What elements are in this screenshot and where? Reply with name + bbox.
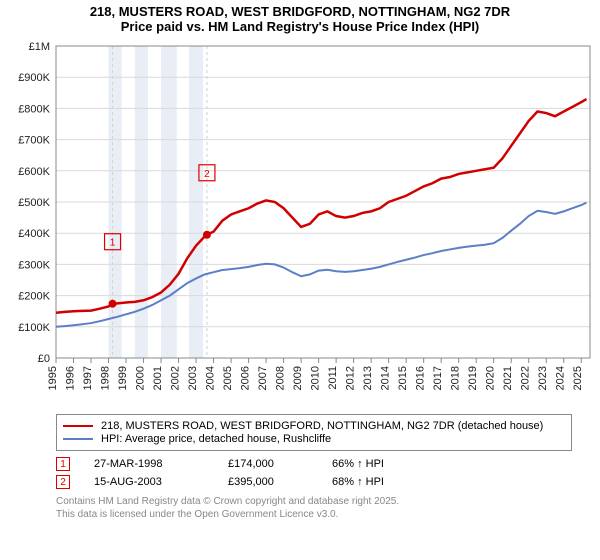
svg-text:2001: 2001 xyxy=(152,366,164,390)
svg-text:£600K: £600K xyxy=(18,166,50,178)
svg-text:2010: 2010 xyxy=(310,366,322,390)
svg-text:£900K: £900K xyxy=(18,72,50,84)
sale-price: £395,000 xyxy=(228,476,308,488)
sales-table: 1 27-MAR-1998 £174,000 66% ↑ HPI 2 15-AUG-200… xyxy=(56,455,572,491)
svg-text:£500K: £500K xyxy=(18,197,50,209)
footer-line1: Contains HM Land Registry data © Crown c… xyxy=(56,495,572,508)
svg-text:2012: 2012 xyxy=(345,366,357,390)
svg-text:1997: 1997 xyxy=(82,366,94,390)
sale-hpi: 68% ↑ HPI xyxy=(332,476,432,488)
sale-marker: 1 xyxy=(56,457,70,471)
svg-text:2013: 2013 xyxy=(362,366,374,390)
svg-text:£100K: £100K xyxy=(18,322,50,334)
svg-text:£0: £0 xyxy=(38,353,50,365)
svg-text:2023: 2023 xyxy=(537,366,549,390)
footer-line2: This data is licensed under the Open Gov… xyxy=(56,508,572,521)
legend-label: HPI: Average price, detached house, Rush… xyxy=(101,433,331,445)
svg-text:£1M: £1M xyxy=(29,41,50,53)
svg-text:1998: 1998 xyxy=(100,366,112,390)
svg-text:2014: 2014 xyxy=(380,366,392,390)
svg-text:2024: 2024 xyxy=(555,366,567,390)
svg-text:2004: 2004 xyxy=(205,366,217,390)
svg-text:2025: 2025 xyxy=(572,366,584,390)
legend-row: HPI: Average price, detached house, Rush… xyxy=(63,433,565,445)
svg-text:2022: 2022 xyxy=(520,366,532,390)
sale-row: 1 27-MAR-1998 £174,000 66% ↑ HPI xyxy=(56,455,572,473)
svg-text:2000: 2000 xyxy=(135,366,147,390)
svg-text:2: 2 xyxy=(204,169,210,180)
sale-hpi: 66% ↑ HPI xyxy=(332,458,432,470)
title-line2: Price paid vs. HM Land Registry's House … xyxy=(0,19,600,38)
legend-swatch xyxy=(63,425,93,427)
sale-row: 2 15-AUG-2003 £395,000 68% ↑ HPI xyxy=(56,473,572,491)
footer: Contains HM Land Registry data © Crown c… xyxy=(56,495,572,521)
legend-label: 218, MUSTERS ROAD, WEST BRIDGFORD, NOTTI… xyxy=(101,420,543,432)
svg-text:2017: 2017 xyxy=(432,366,444,390)
svg-text:2018: 2018 xyxy=(450,366,462,390)
svg-text:2011: 2011 xyxy=(327,366,339,390)
svg-text:1996: 1996 xyxy=(65,366,77,390)
svg-text:2006: 2006 xyxy=(240,366,252,390)
legend: 218, MUSTERS ROAD, WEST BRIDGFORD, NOTTI… xyxy=(56,414,572,451)
svg-text:£800K: £800K xyxy=(18,103,50,115)
svg-text:2005: 2005 xyxy=(222,366,234,390)
sale-marker: 2 xyxy=(56,475,70,489)
sale-price: £174,000 xyxy=(228,458,308,470)
svg-text:1999: 1999 xyxy=(117,366,129,390)
title-line1: 218, MUSTERS ROAD, WEST BRIDGFORD, NOTTI… xyxy=(0,0,600,19)
legend-swatch xyxy=(63,438,93,440)
svg-text:2020: 2020 xyxy=(485,366,497,390)
svg-text:2002: 2002 xyxy=(170,366,182,390)
svg-text:2021: 2021 xyxy=(502,366,514,390)
chart-svg: £0 £100K £200K £300K £400K £500K £600K £700K £80… xyxy=(0,38,600,408)
svg-text:2003: 2003 xyxy=(187,366,199,390)
sale-date: 15-AUG-2003 xyxy=(94,476,204,488)
chart: £0 £100K £200K £300K £400K £500K £600K £700K £80… xyxy=(0,38,600,408)
svg-text:2009: 2009 xyxy=(292,366,304,390)
svg-text:2019: 2019 xyxy=(467,366,479,390)
svg-text:£200K: £200K xyxy=(18,291,50,303)
svg-text:£400K: £400K xyxy=(18,228,50,240)
svg-text:2008: 2008 xyxy=(275,366,287,390)
svg-text:1995: 1995 xyxy=(47,366,59,390)
legend-row: 218, MUSTERS ROAD, WEST BRIDGFORD, NOTTI… xyxy=(63,420,565,432)
svg-text:£300K: £300K xyxy=(18,259,50,271)
svg-text:2015: 2015 xyxy=(397,366,409,390)
svg-text:£700K: £700K xyxy=(18,135,50,147)
svg-text:2016: 2016 xyxy=(415,366,427,390)
sale-date: 27-MAR-1998 xyxy=(94,458,204,470)
svg-text:1: 1 xyxy=(110,238,116,249)
svg-text:2007: 2007 xyxy=(257,366,269,390)
